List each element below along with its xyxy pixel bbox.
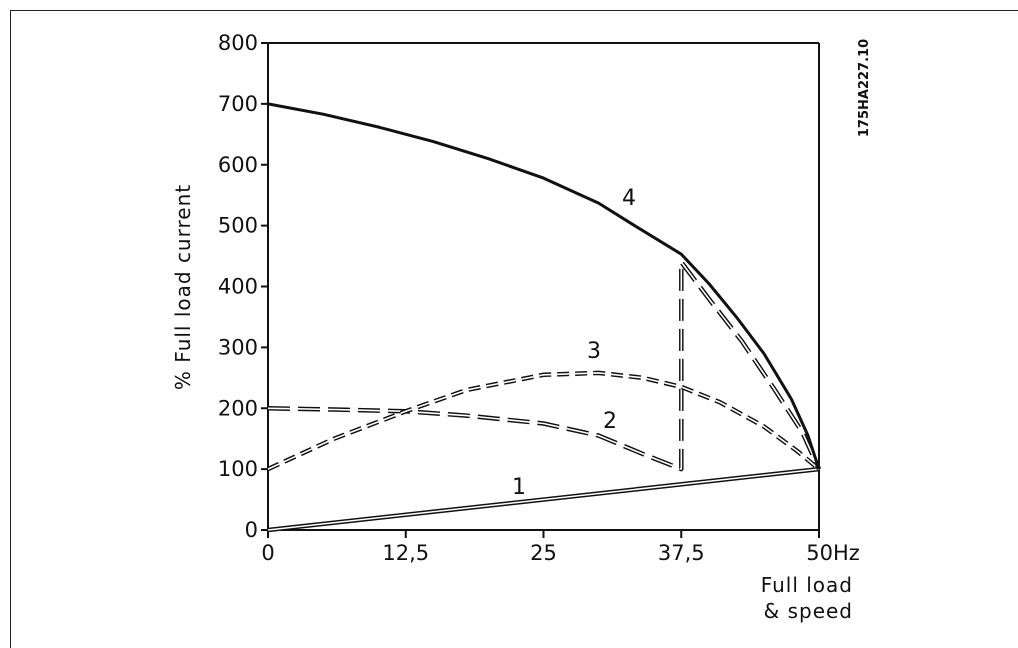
y-tick-label: 500 xyxy=(218,214,258,238)
x-axis-label-line2: & speed xyxy=(764,599,853,623)
figure-frame xyxy=(10,10,1018,648)
tick-marks xyxy=(261,42,820,538)
y-tick-label: 100 xyxy=(218,457,258,481)
x-tick-label: 25 xyxy=(530,541,557,565)
x-tick-label: 50Hz xyxy=(806,541,860,565)
series-label-1: 1 xyxy=(512,475,526,500)
y-tick-label: 0 xyxy=(245,518,258,542)
y-tick-label: 700 xyxy=(218,92,258,116)
series-2 xyxy=(267,259,822,472)
series-4 xyxy=(267,102,821,470)
series-line-inner-2 xyxy=(267,261,820,470)
series-label-4: 4 xyxy=(622,186,636,211)
x-tick-label: 0 xyxy=(261,541,274,565)
series-line-3 xyxy=(267,370,821,472)
y-tick-label: 300 xyxy=(218,335,258,359)
tick-labels: 0 100 200 300 400 500 600 700 800 0 12,5 25 37,5 50Hz xyxy=(218,31,860,565)
axes xyxy=(267,42,820,531)
y-tick-label: 400 xyxy=(218,275,258,299)
series-line-inner-3 xyxy=(267,372,820,470)
figure-code: 175HA227.10 xyxy=(857,39,872,137)
series-layer xyxy=(267,102,822,533)
series-label-3: 3 xyxy=(587,339,601,364)
series-line-2 xyxy=(267,259,822,472)
x-tick-label: 37,5 xyxy=(658,541,705,565)
y-axis-label: % Full load current xyxy=(171,184,195,390)
y-tick-label: 600 xyxy=(218,153,258,177)
series-1 xyxy=(267,466,820,533)
series-line-4 xyxy=(267,102,821,470)
series-label-2: 2 xyxy=(603,409,617,434)
series-3 xyxy=(267,370,821,472)
series-line-inner-1 xyxy=(267,468,820,531)
y-tick-label: 200 xyxy=(218,396,258,420)
y-tick-label: 800 xyxy=(218,31,258,55)
x-axis-label-line1: Full load xyxy=(761,573,853,597)
x-tick-label: 12,5 xyxy=(382,541,429,565)
